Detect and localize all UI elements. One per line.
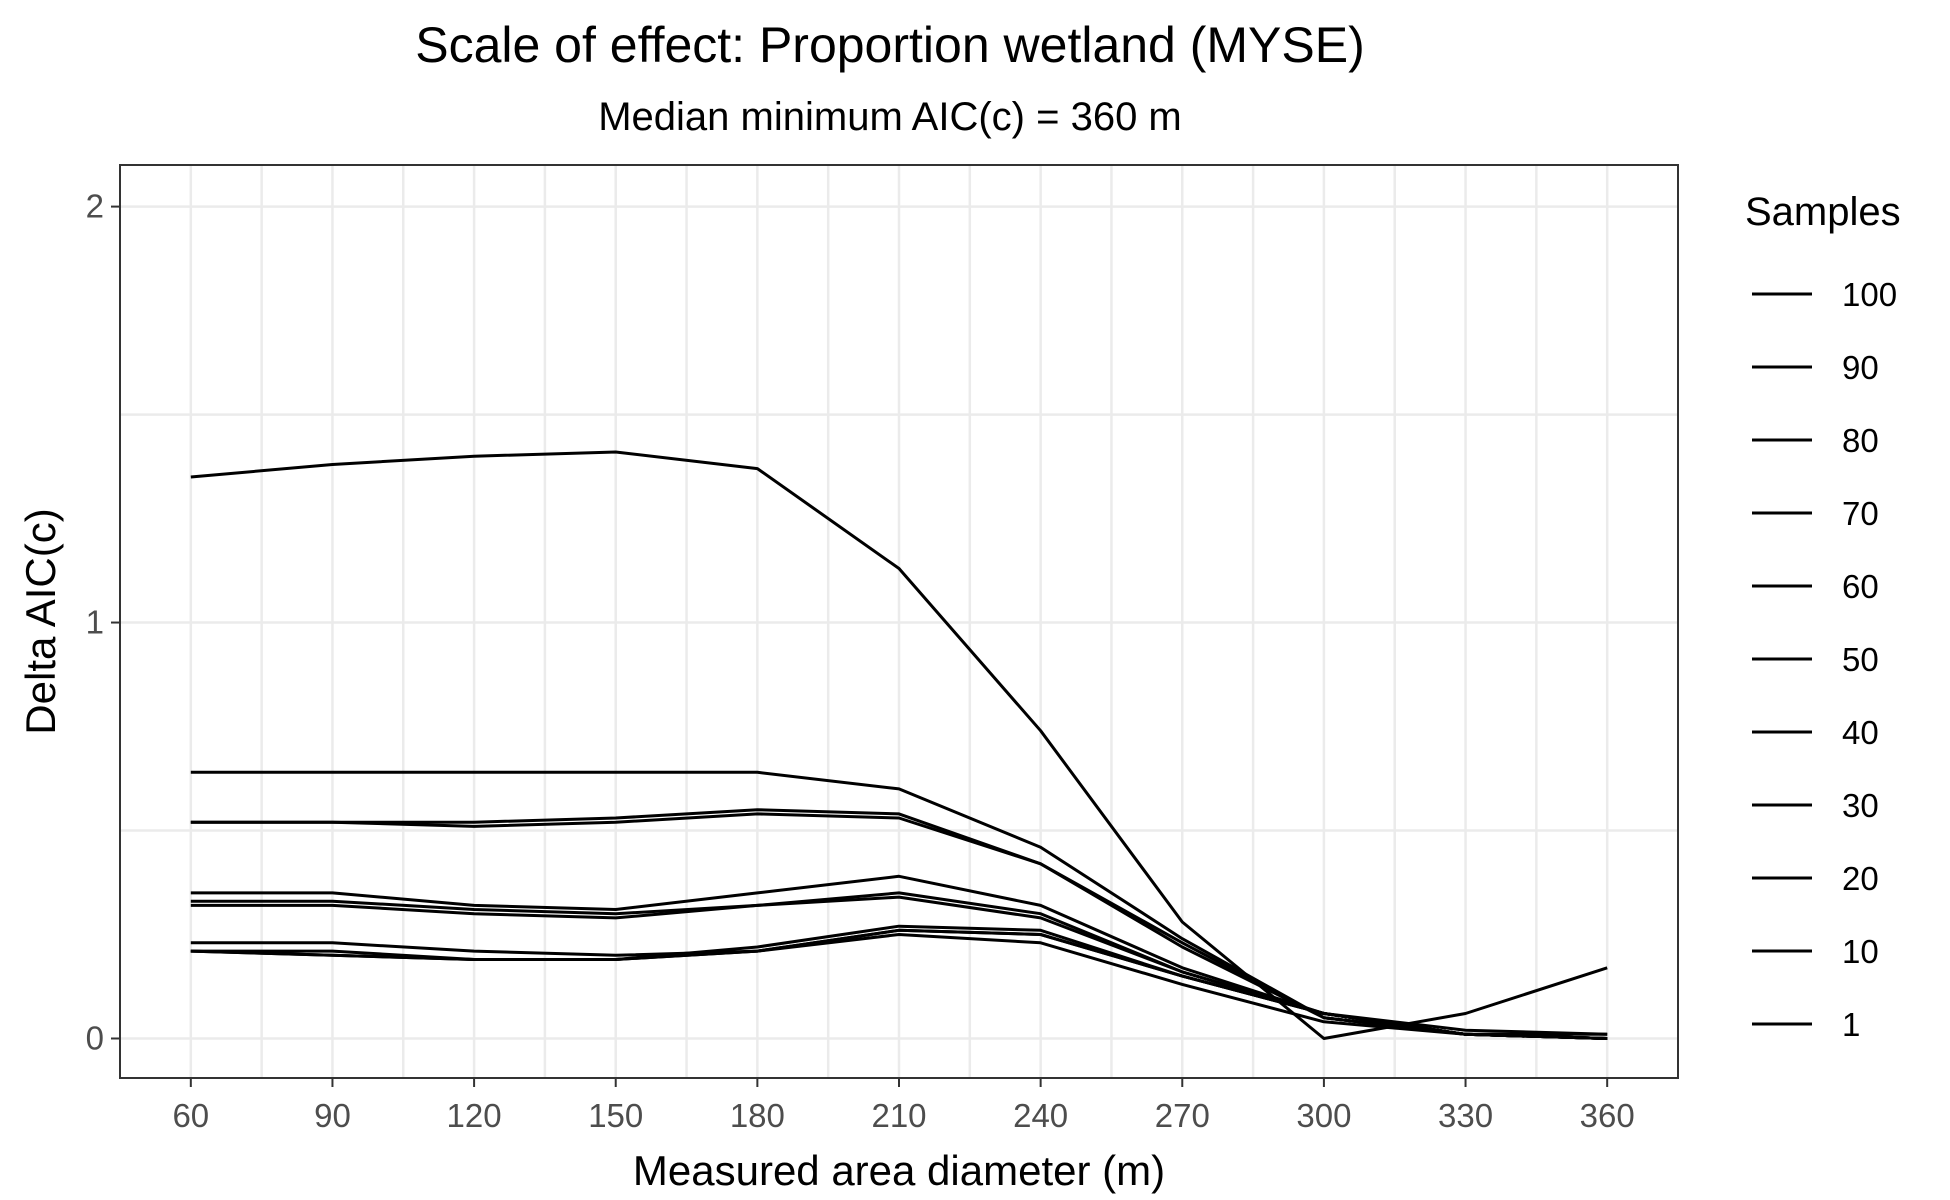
x-tick-label: 90: [314, 1097, 351, 1134]
legend-label: 30: [1842, 787, 1879, 824]
legend-label: 10: [1842, 933, 1879, 970]
legend-label: 70: [1842, 495, 1879, 532]
series-line-1: [190, 450, 1608, 1040]
chart-subtitle: Median minimum AIC(c) = 360 m: [598, 95, 1182, 139]
legend-items: 100 90 80 70 60 50 40 30 20 10 1: [1752, 276, 1897, 1043]
legend-item: 30: [1752, 787, 1879, 824]
axis-ticks: [111, 205, 1609, 1087]
x-tick-label: 150: [588, 1097, 643, 1134]
legend-title: Samples: [1745, 190, 1901, 234]
legend-item: 80: [1752, 422, 1879, 459]
legend-label: 40: [1842, 714, 1879, 751]
legend-item: 60: [1752, 568, 1879, 605]
legend-label: 50: [1842, 641, 1879, 678]
legend-item: 1: [1752, 1006, 1860, 1043]
x-axis-tick-labels: 60 90 120 150 180 210 240 270 300 330 360: [172, 1097, 1634, 1134]
series-lines: [190, 450, 1608, 1040]
legend-item: 70: [1752, 495, 1879, 532]
legend-label: 1: [1842, 1006, 1860, 1043]
legend-item: 20: [1752, 860, 1879, 897]
x-tick-label: 210: [871, 1097, 926, 1134]
x-tick-label: 120: [447, 1097, 502, 1134]
legend-item: 10: [1752, 933, 1879, 970]
legend-item: 40: [1752, 714, 1879, 751]
legend-item: 50: [1752, 641, 1879, 678]
y-tick-label: 2: [86, 188, 104, 225]
grid: [120, 165, 1678, 1078]
y-axis-tick-labels: 0 1 2: [86, 188, 104, 1057]
legend-item: 90: [1752, 349, 1879, 386]
legend-label: 20: [1842, 860, 1879, 897]
legend-item: 100: [1752, 276, 1897, 313]
x-tick-label: 300: [1296, 1097, 1351, 1134]
x-axis-title: Measured area diameter (m): [633, 1147, 1165, 1194]
series-line-10: [190, 933, 1608, 1040]
y-tick-label: 0: [86, 1019, 104, 1056]
x-tick-label: 60: [172, 1097, 209, 1134]
series-line-30: [190, 770, 1608, 1040]
legend-label: 60: [1842, 568, 1879, 605]
x-tick-label: 330: [1438, 1097, 1493, 1134]
legend: Samples 100 90 80 70 60 50 40 30 20 10 1: [1745, 190, 1901, 1043]
y-tick-label: 1: [86, 604, 104, 641]
x-tick-label: 360: [1580, 1097, 1635, 1134]
x-tick-label: 240: [1013, 1097, 1068, 1134]
chart-title: Scale of effect: Proportion wetland (MYS…: [415, 17, 1365, 73]
legend-label: 80: [1842, 422, 1879, 459]
x-tick-label: 270: [1155, 1097, 1210, 1134]
y-axis-title: Delta AIC(c): [17, 508, 64, 734]
legend-label: 100: [1842, 276, 1897, 313]
x-tick-label: 180: [730, 1097, 785, 1134]
legend-label: 90: [1842, 349, 1879, 386]
